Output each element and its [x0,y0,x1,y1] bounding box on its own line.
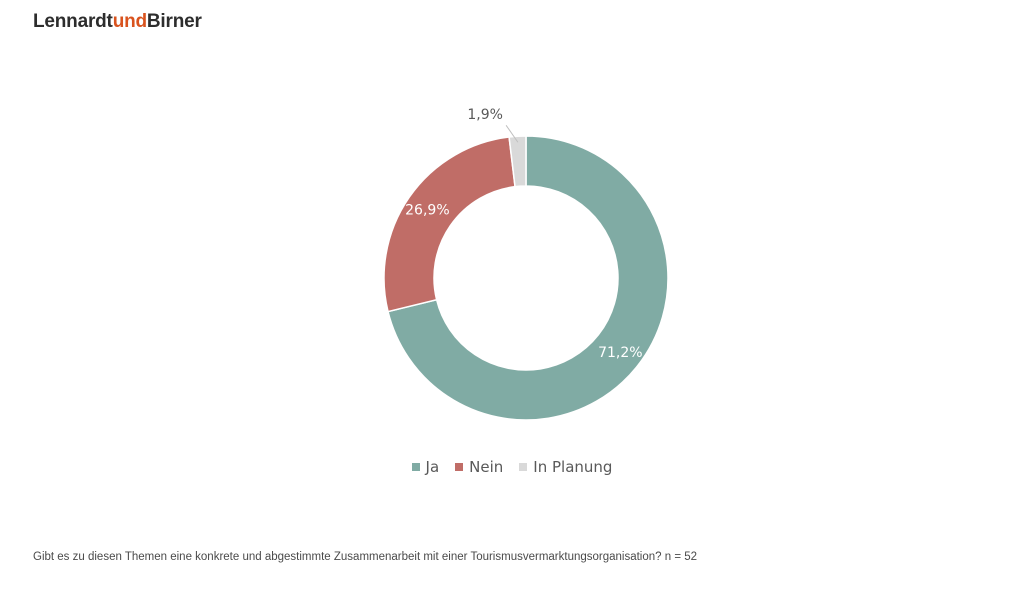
data-label-ja: 71,2% [598,345,642,361]
legend-label-nein: Nein [469,458,504,476]
data-label-nein: 26,9% [405,203,449,219]
leader-line-in-planung [505,125,519,143]
data-label-in-planung: 1,9% [467,107,503,123]
legend-item-ja: Ja [411,458,440,476]
slice-in-planung [508,135,527,188]
legend-item-in-planung: In Planung [519,458,612,476]
legend-swatch-in-planung [519,463,528,471]
slice-ja [387,135,669,421]
slice-nein [383,136,516,313]
brand-logo: LennardtundBirner [33,11,202,33]
brand-name-part3: Birner [146,11,202,32]
brand-name-part1: Lennardt [33,11,113,32]
survey-question-footnote: Gibt es zu diesen Themen eine konkrete u… [33,551,698,563]
legend-swatch-ja [411,463,420,471]
donut-data-labels: 71,2% 26,9% 1,9% [405,107,642,361]
donut-slices [383,135,669,421]
legend-swatch-nein [455,463,464,471]
legend-item-nein: Nein [455,458,503,476]
brand-name-part2: und [112,11,147,32]
chart-legend: Ja Nein In Planung [0,458,1024,476]
legend-label-ja: Ja [425,458,440,476]
legend-label-in-planung: In Planung [533,458,613,476]
